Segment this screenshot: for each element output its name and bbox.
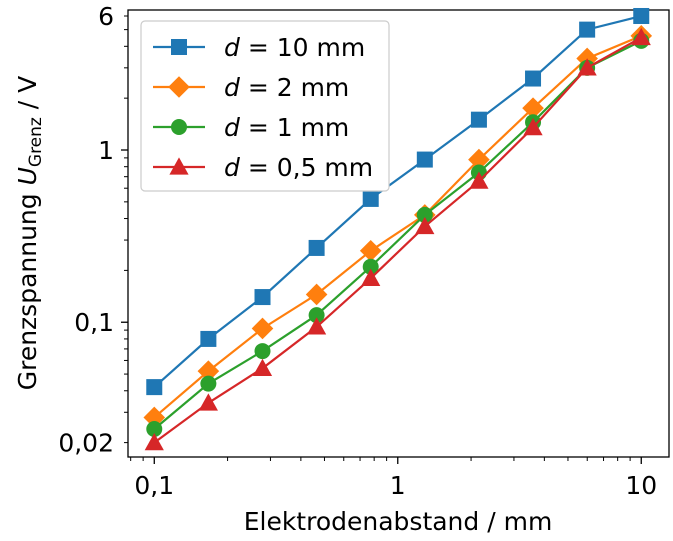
x-axis-ticks: 0,1 1 10	[130, 457, 657, 500]
series-layer	[143, 7, 653, 451]
legend-label-2: d = 1 mm	[224, 113, 349, 142]
series-line-2	[153, 39, 642, 430]
legend-label-1: d = 2 mm	[224, 73, 349, 102]
legend-marker-0	[171, 39, 187, 55]
x-axis-label: Elektrodenabstand / mm	[244, 507, 553, 536]
data-point-s0-2	[254, 289, 271, 306]
y-tick-label: 0,1	[74, 308, 114, 337]
data-point-s1-3	[305, 283, 328, 306]
series-line-3	[153, 36, 642, 444]
x-tick-label: 10	[625, 471, 657, 500]
y-tick-label: 1	[98, 136, 114, 165]
legend-marker-3	[169, 157, 189, 175]
legend-label-0: d = 10 mm	[224, 33, 365, 62]
data-point-s2-3	[308, 307, 325, 324]
data-point-s0-6	[470, 111, 487, 128]
x-tick-label: 1	[390, 471, 406, 500]
data-point-s2-1	[200, 375, 217, 392]
data-point-s0-7	[525, 70, 542, 87]
data-point-s3-2	[252, 358, 273, 376]
legend: d = 10 mm d = 2 mm d = 1 mm d = 0,5 mm	[140, 20, 390, 192]
data-point-s3-9	[631, 27, 651, 46]
data-point-s2-4	[362, 258, 379, 275]
data-point-s0-0	[146, 379, 163, 396]
data-point-s0-1	[200, 330, 217, 347]
y-tick-label: 6	[98, 2, 114, 31]
data-point-s3-3	[307, 317, 327, 335]
data-point-s3-1	[198, 393, 218, 411]
data-point-s3-0	[144, 433, 164, 451]
data-point-s3-6	[469, 171, 489, 189]
data-point-s3-4	[361, 268, 381, 286]
data-point-s0-8	[579, 21, 596, 38]
series-line-1	[153, 34, 642, 419]
data-point-s2-5	[416, 206, 433, 223]
data-point-s0-4	[362, 190, 379, 207]
y-axis-ticks: 0,02 0,1 1 6	[58, 2, 128, 458]
data-point-s0-5	[416, 151, 433, 168]
legend-box	[140, 20, 390, 192]
legend-marker-2	[171, 119, 187, 135]
data-point-s1-7	[522, 97, 544, 119]
data-point-s0-9	[633, 7, 650, 24]
data-point-s1-0	[143, 406, 166, 429]
y-axis-label: Grenzspannung UGrenz / V	[13, 76, 46, 391]
data-point-s3-7	[523, 117, 543, 136]
legend-label-3: d = 0,5 mm	[224, 153, 373, 182]
data-point-s1-6	[468, 148, 490, 171]
data-point-s2-0	[146, 420, 163, 437]
data-point-s1-2	[251, 317, 274, 340]
series-line-0	[153, 14, 642, 388]
data-point-s3-5	[415, 216, 435, 235]
data-point-s0-3	[308, 239, 325, 256]
data-point-s2-2	[254, 343, 271, 360]
data-point-s3-8	[577, 58, 597, 76]
data-point-s1-4	[359, 239, 382, 262]
legend-marker-1	[168, 76, 190, 98]
data-point-s1-1	[197, 360, 220, 382]
y-tick-label: 0,02	[58, 429, 114, 458]
x-tick-label: 0,1	[134, 471, 174, 500]
